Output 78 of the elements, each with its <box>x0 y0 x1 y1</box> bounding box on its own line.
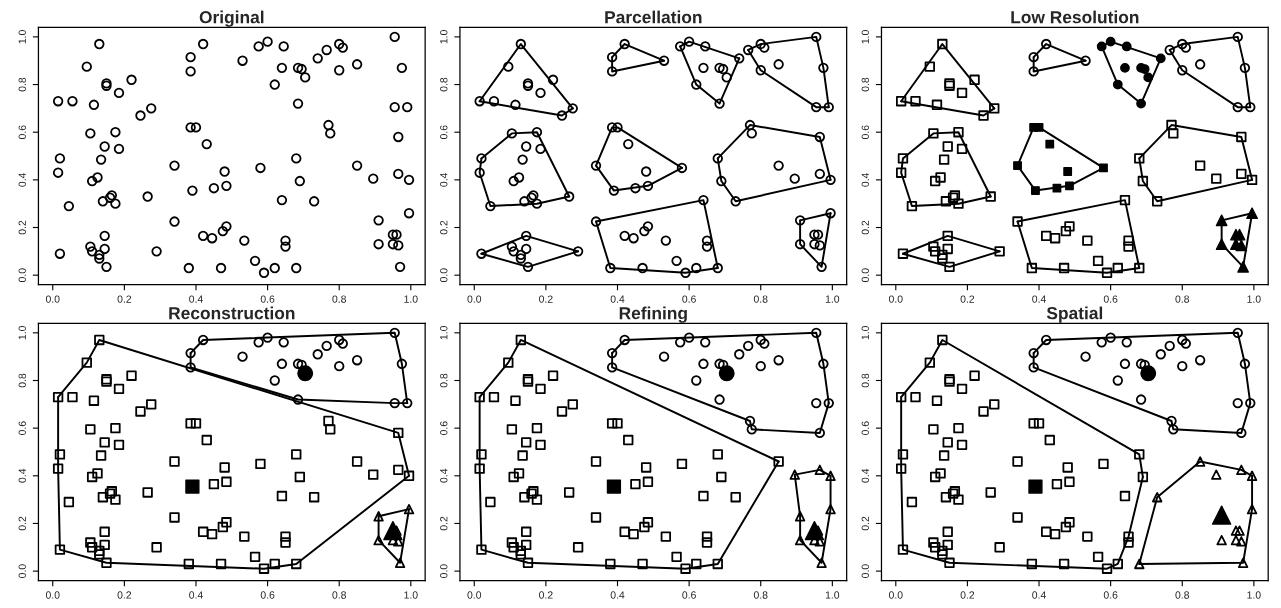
y-tick-label: 0.8 <box>861 373 869 388</box>
x-tick-label: 1.0 <box>404 591 418 599</box>
x-tick-label: 0.6 <box>1103 591 1118 599</box>
y-tick-label: 0.8 <box>861 77 869 92</box>
chart-title: Spatial <box>1046 306 1103 323</box>
y-tick-label: 0.0 <box>861 564 869 578</box>
y-tick-label: 1.0 <box>18 326 26 340</box>
y-tick-label: 0.2 <box>861 516 869 531</box>
y-tick-label: 0.0 <box>861 268 869 282</box>
y-tick-label: 1.0 <box>861 30 869 44</box>
y-tick-label: 0.6 <box>440 125 448 140</box>
y-tick-label: 0.0 <box>440 564 448 578</box>
y-tick-label: 0.0 <box>18 564 26 578</box>
x-tick-label: 0.6 <box>260 295 275 303</box>
x-tick-label: 0.8 <box>332 591 346 599</box>
chart-title: Reconstruction <box>169 306 295 320</box>
y-tick-label: 1.0 <box>861 326 869 340</box>
y-tick-label: 1.0 <box>440 326 448 340</box>
x-tick-label: 0.6 <box>1103 295 1118 303</box>
x-tick-label: 0.4 <box>189 295 203 303</box>
y-tick-label: 0.8 <box>18 373 26 388</box>
y-tick-label: 0.6 <box>440 421 448 435</box>
y-tick-label: 0.2 <box>440 516 448 531</box>
y-tick-label: 0.6 <box>861 421 869 435</box>
x-tick-label: 0.0 <box>467 591 482 599</box>
y-tick-label: 0.4 <box>440 468 448 483</box>
x-tick-label: 0.4 <box>610 295 625 303</box>
x-tick-label: 0.0 <box>467 295 482 303</box>
x-tick-label: 0.0 <box>45 295 60 303</box>
y-tick-label: 0.2 <box>18 516 26 531</box>
x-tick-label: 0.8 <box>332 295 346 303</box>
x-tick-label: 0.8 <box>1175 591 1190 599</box>
y-tick-label: 0.8 <box>18 77 26 92</box>
x-tick-label: 0.6 <box>682 295 696 303</box>
x-tick-label: 0.8 <box>753 295 768 303</box>
y-tick-label: 0.6 <box>861 125 869 140</box>
chart-title: Original <box>199 10 264 27</box>
x-tick-label: 1.0 <box>825 591 840 599</box>
x-tick-label: 0.8 <box>753 591 768 599</box>
y-tick-label: 0.8 <box>440 373 448 388</box>
y-tick-label: 0.4 <box>861 172 869 187</box>
x-tick-label: 0.4 <box>1032 591 1046 599</box>
x-tick-label: 0.4 <box>610 591 625 599</box>
y-tick-label: 0.0 <box>18 268 26 282</box>
y-tick-label: 0.4 <box>440 172 448 187</box>
x-tick-label: 1.0 <box>1247 295 1261 303</box>
y-tick-label: 1.0 <box>440 30 448 44</box>
x-tick-label: 0.4 <box>189 591 203 599</box>
y-tick-label: 0.2 <box>18 220 26 235</box>
x-tick-label: 0.0 <box>888 591 903 599</box>
x-tick-label: 0.0 <box>45 591 60 599</box>
x-tick-label: 1.0 <box>404 295 418 303</box>
x-tick-label: 0.6 <box>682 591 696 599</box>
x-tick-label: 0.4 <box>1032 295 1046 303</box>
y-tick-label: 1.0 <box>18 30 26 44</box>
y-tick-label: 0.0 <box>440 268 448 282</box>
x-tick-label: 0.0 <box>888 295 903 303</box>
x-tick-label: 0.6 <box>260 591 275 599</box>
x-tick-label: 1.0 <box>825 295 840 303</box>
y-tick-label: 0.4 <box>18 468 26 483</box>
x-tick-label: 0.2 <box>960 295 975 303</box>
x-tick-label: 0.2 <box>117 591 132 599</box>
y-tick-label: 0.6 <box>18 125 26 140</box>
y-tick-label: 0.2 <box>440 220 448 235</box>
x-tick-label: 0.2 <box>539 295 553 303</box>
y-tick-label: 0.4 <box>861 468 869 483</box>
y-tick-label: 0.4 <box>18 172 26 187</box>
y-tick-label: 0.6 <box>18 421 26 435</box>
x-tick-label: 0.2 <box>539 591 553 599</box>
y-tick-label: 0.2 <box>861 220 869 235</box>
y-tick-label: 0.8 <box>440 77 448 92</box>
chart-title: Low Resolution <box>1011 10 1139 24</box>
x-tick-label: 0.2 <box>960 591 975 599</box>
chart-title: Parcellation <box>605 10 702 24</box>
chart-title: Refining <box>619 306 687 323</box>
x-tick-label: 1.0 <box>1247 591 1261 599</box>
x-tick-label: 0.8 <box>1175 295 1190 303</box>
x-tick-label: 0.2 <box>117 295 132 303</box>
